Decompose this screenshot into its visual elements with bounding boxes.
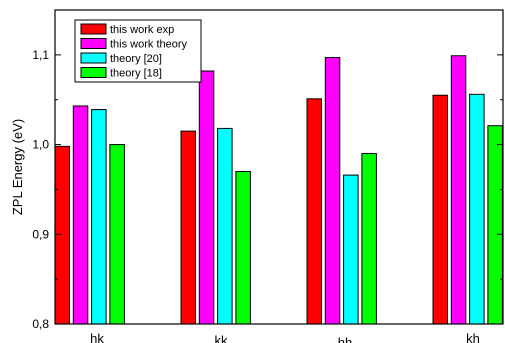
y-tick-label: 0,8: [32, 317, 49, 331]
x-tick-label-kk: kk: [215, 333, 229, 343]
y-tick-label: 1,0: [32, 138, 49, 152]
y-tick-label: 0,9: [32, 227, 49, 241]
y-axis-label: ZPL Energy (eV): [10, 119, 25, 215]
legend-swatch-4: [80, 67, 107, 78]
bar-kh-series-4: [487, 125, 503, 325]
bars-layer: [54, 55, 503, 325]
plot-frame: [54, 9, 504, 325]
bar-hk-series-2: [72, 105, 89, 325]
legend-label-4: theory [18]: [110, 68, 162, 80]
x-tick-label-hk: hk: [90, 331, 104, 343]
legend-swatch-3: [80, 52, 107, 64]
legend-swatch-2: [80, 38, 107, 49]
bar-hh-series-2: [324, 57, 341, 325]
bar-hk-series-3: [91, 109, 107, 325]
y-tick-label: 1,1: [32, 48, 49, 62]
legend-swatch-1: [80, 23, 107, 35]
legend-label-2: this work theory: [110, 39, 188, 51]
y-axis: 0,8 0,9 1,0 1,1: [32, 48, 503, 331]
x-tick-label-hh: hh: [338, 335, 352, 343]
bar-kk-series-2: [198, 70, 215, 325]
x-tick-label-kh: kh: [466, 331, 480, 343]
bar-hk-series-4: [109, 144, 125, 325]
bar-hh-series-3: [343, 174, 359, 325]
bar-kk-series-3: [217, 127, 233, 325]
bar-hh-series-4: [361, 153, 377, 325]
bar-hh-series-1: [306, 98, 322, 325]
legend-label-1: this work exp: [110, 24, 174, 36]
bar-kk-series-1: [180, 130, 196, 325]
bar-hk-series-1: [54, 145, 70, 325]
x-axis: hk kk hh kh: [90, 331, 480, 343]
bar-kh-series-1: [432, 94, 448, 325]
legend: this work exp this work theory theory [20]…: [74, 19, 202, 83]
bar-kk-series-4: [235, 170, 251, 325]
bar-kh-series-3: [469, 93, 485, 325]
bar-kh-series-2: [450, 55, 467, 325]
legend-label-3: theory [20]: [110, 53, 162, 65]
